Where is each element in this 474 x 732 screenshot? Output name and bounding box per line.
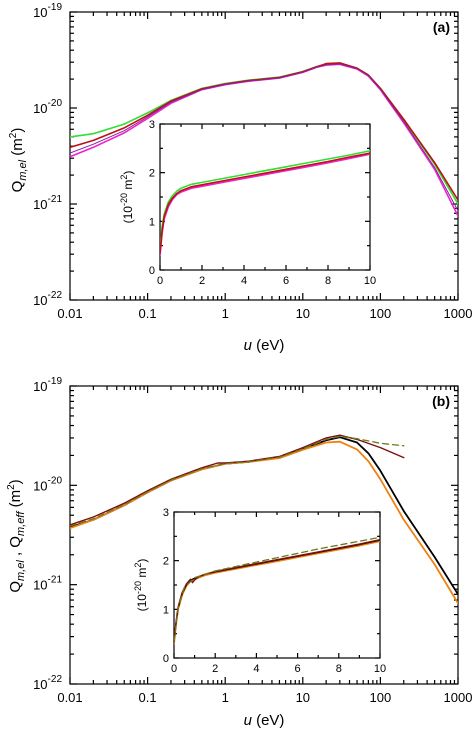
series-line-olive [70,435,405,527]
inset-y-tick-label: 2 [163,556,169,568]
x-tick-label: 1 [222,690,229,705]
inset-y-tick-label: 1 [149,216,155,228]
x-axis-label: u (eV) [244,337,285,354]
x-tick-label: 10 [296,306,310,321]
inset-series-line-olive [174,536,380,643]
inset-x-tick-label: 4 [241,275,247,287]
inset-x-tick-label: 4 [253,663,259,675]
inset-y-tick-label: 0 [163,653,169,665]
inset-x-tick-label: 8 [325,275,331,287]
y-tick-label: 10-22 [33,290,62,308]
inset-x-tick-label: 0 [171,663,177,675]
inset-frame [159,123,371,271]
panel-a: 0.01 0.1 1 10 100 100010-2210-2110-2010-19(a)… [8,2,472,354]
series-group [70,62,458,217]
y-axis-label: Qm,el (m2) [8,128,29,193]
inset-y-axis-label: (10-20 m2) [133,559,149,612]
x-tick-label: 1000 [444,306,473,321]
x-tick-label: 1 [222,306,229,321]
y-tick-label: 10-21 [33,194,62,212]
inset-series-group [160,150,370,257]
inset-x-tick-label: 0 [157,275,163,287]
inset-y-tick-label: 0 [149,265,155,277]
x-axis-label: u (eV) [244,712,285,729]
inset-y-axis-label: (10-20 m2) [119,171,135,224]
inset-x-tick-label: 2 [212,663,218,675]
panel-label: (b) [432,393,450,409]
x-tick-label: 100 [370,306,392,321]
y-tick-label: 10-20 [33,98,62,116]
inset-y-tick-label: 3 [149,119,155,131]
inset-series-line-red [160,152,370,254]
inset-y-tick-label: 3 [163,507,169,519]
x-tick-label: 0.1 [139,306,157,321]
y-tick-label: 10-19 [33,2,62,20]
panel-label: (a) [433,19,450,35]
series-group [70,434,458,605]
inset-x-tick-label: 10 [364,275,376,287]
inset-x-tick-label: 10 [374,663,386,675]
inset-y-tick-label: 1 [163,604,169,616]
inset-x-tick-label: 2 [199,275,205,287]
y-axis-label: Qm,el , Qm,eff (m2) [6,479,27,592]
x-tick-label: 0.01 [57,306,82,321]
x-tick-label: 10 [296,690,310,705]
x-tick-label: 0.1 [139,690,157,705]
panel-b: 0.01 0.1 1 10 100 100010-2210-2110-2010-19(b)… [6,376,472,729]
x-tick-label: 100 [370,690,392,705]
inset-x-tick-label: 6 [295,663,301,675]
x-tick-label: 1000 [444,690,473,705]
inset-x-tick-label: 8 [336,663,342,675]
y-tick-label: 10-21 [33,575,62,593]
x-tick-label: 0.01 [57,690,82,705]
inset-x-tick-label: 6 [283,275,289,287]
series-line-purple [70,63,458,212]
y-tick-label: 10-19 [33,376,62,394]
y-tick-label: 10-20 [33,475,62,493]
y-tick-label: 10-22 [33,674,62,692]
inset-y-tick-label: 2 [149,168,155,180]
inset-frame [173,511,381,659]
inset-series-group [174,536,380,645]
